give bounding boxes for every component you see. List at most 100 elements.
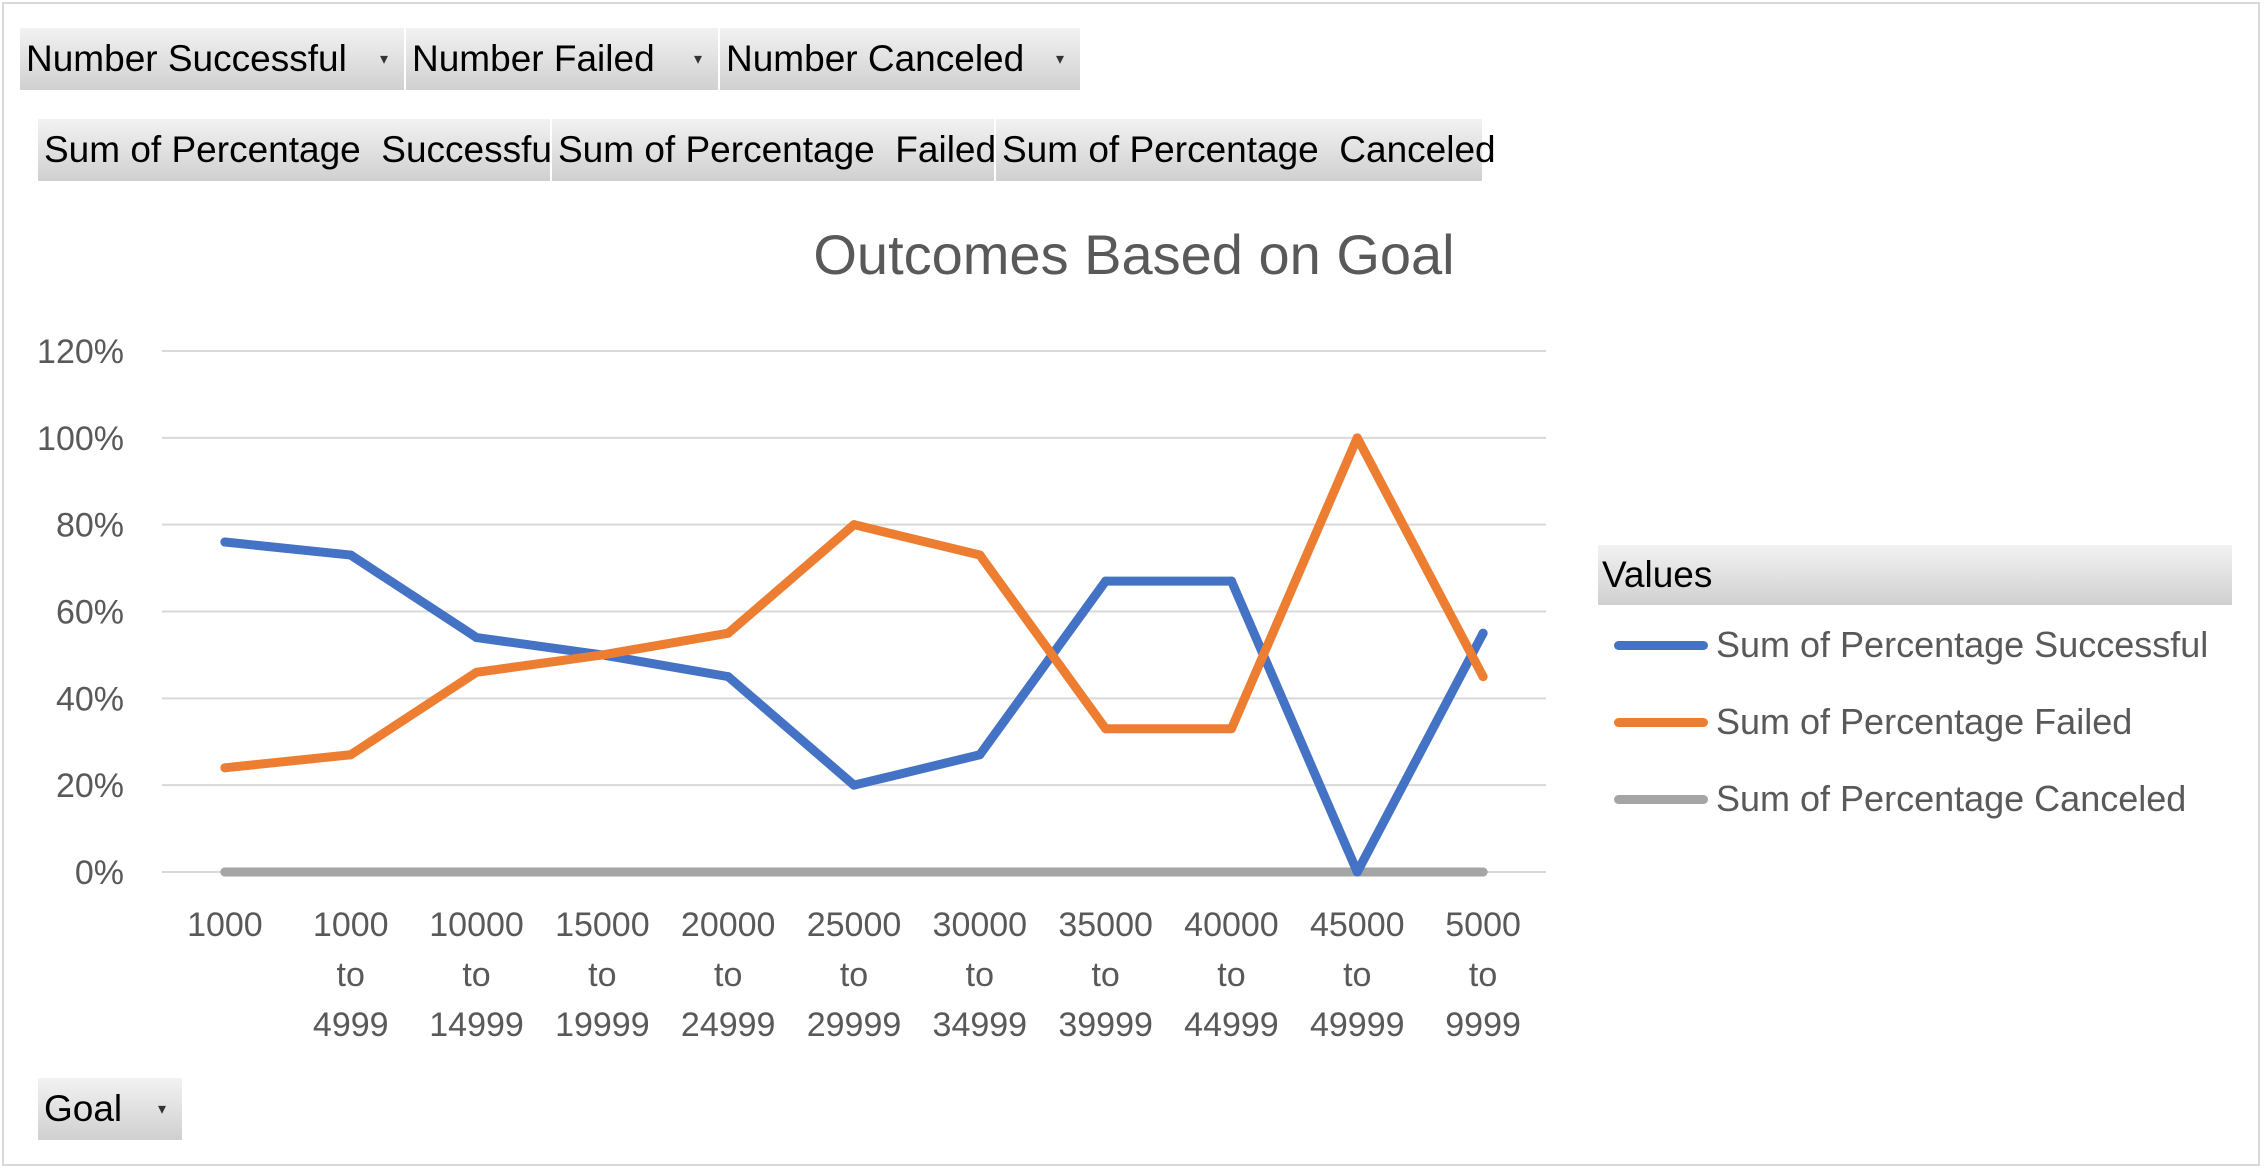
x-tick-label: 40000	[1184, 906, 1279, 944]
x-tick-label: 5000	[1445, 906, 1521, 944]
data-point[interactable]	[1478, 672, 1488, 682]
x-tick-label: 1000	[313, 906, 389, 944]
x-tick-label: 29999	[807, 1006, 902, 1044]
data-point[interactable]	[723, 672, 733, 682]
field-label: Sum of Percentage Successful	[44, 129, 561, 170]
gridlines	[162, 350, 1546, 873]
y-tick-label: 0%	[75, 854, 124, 892]
data-point[interactable]	[849, 780, 859, 790]
field-label: Number Canceled	[726, 38, 1025, 79]
data-point[interactable]	[472, 867, 482, 877]
data-point[interactable]	[1226, 576, 1236, 586]
data-point[interactable]	[1478, 628, 1488, 638]
x-tick-label: 14999	[429, 1006, 524, 1044]
y-tick-labels: 0% 20% 40% 60% 80% 100% 120%	[37, 333, 124, 892]
x-tick-label: 19999	[555, 1006, 650, 1044]
field-label: Goal	[44, 1088, 123, 1129]
x-tick-label: to	[1091, 956, 1119, 994]
data-point[interactable]	[1226, 867, 1236, 877]
x-tick-label: to	[1469, 956, 1497, 994]
y-tick-label: 40%	[56, 680, 124, 718]
filter-field-number-successful[interactable]: Number Successful ▾	[20, 28, 406, 90]
x-tick-label: 20000	[681, 906, 776, 944]
legend-item-failed[interactable]: Sum of Percentage Failed	[1614, 701, 2132, 743]
x-tick-label: 10000	[429, 906, 524, 944]
x-tick-label: to	[1217, 956, 1245, 994]
x-tick-label: 25000	[807, 906, 902, 944]
x-tick-label: to	[1343, 956, 1371, 994]
x-tick-label: 35000	[1058, 906, 1153, 944]
value-field-failed[interactable]: Sum of Percentage Failed	[552, 119, 996, 181]
x-tick-label: 45000	[1310, 906, 1405, 944]
filter-field-number-failed[interactable]: Number Failed ▾	[406, 28, 720, 90]
data-point[interactable]	[975, 867, 985, 877]
filter-field-number-canceled[interactable]: Number Canceled ▾	[720, 28, 1082, 90]
x-tick-label: to	[840, 956, 868, 994]
data-point[interactable]	[723, 867, 733, 877]
data-point[interactable]	[975, 550, 985, 560]
field-label: Number Failed	[412, 38, 655, 79]
data-point[interactable]	[1101, 867, 1111, 877]
dropdown-arrow-icon[interactable]: ▾	[379, 51, 388, 68]
data-point[interactable]	[346, 550, 356, 560]
x-tick-label: to	[714, 956, 742, 994]
x-tick-label: to	[966, 956, 994, 994]
chart-title: Outcomes Based on Goal	[813, 223, 1455, 286]
legend-swatch	[1614, 794, 1708, 804]
legend-header[interactable]: Values	[1598, 545, 2232, 605]
field-label: Sum of Percentage Canceled	[1002, 129, 1496, 170]
data-point[interactable]	[346, 750, 356, 760]
x-tick-label: 4999	[313, 1006, 389, 1044]
data-point[interactable]	[1352, 867, 1362, 877]
data-point[interactable]	[975, 750, 985, 760]
y-tick-label: 20%	[56, 767, 124, 805]
data-point[interactable]	[1101, 576, 1111, 586]
legend-item-label: Sum of Percentage Failed	[1716, 701, 2133, 742]
y-tick-label: 120%	[37, 333, 124, 371]
x-tick-label: to	[462, 956, 490, 994]
x-tick-label: 39999	[1058, 1006, 1153, 1044]
data-point[interactable]	[1352, 433, 1362, 443]
data-point[interactable]	[1101, 724, 1111, 734]
x-tick-label: 9999	[1445, 1006, 1521, 1044]
data-point[interactable]	[220, 537, 230, 547]
data-point[interactable]	[220, 867, 230, 877]
legend-header-label: Values	[1602, 554, 1713, 595]
legend-swatch	[1614, 717, 1708, 727]
data-point[interactable]	[1226, 724, 1236, 734]
x-tick-label: 34999	[933, 1006, 1028, 1044]
value-field-canceled[interactable]: Sum of Percentage Canceled	[996, 119, 1496, 181]
data-point[interactable]	[597, 650, 607, 660]
x-tick-label: 44999	[1184, 1006, 1279, 1044]
data-point[interactable]	[849, 867, 859, 877]
x-tick-label: 15000	[555, 906, 650, 944]
data-point[interactable]	[346, 867, 356, 877]
field-label: Number Successful	[26, 38, 347, 79]
values-field-row: Sum of Percentage Successful Sum of Perc…	[38, 119, 1496, 181]
data-point[interactable]	[1478, 867, 1488, 877]
dropdown-arrow-icon[interactable]: ▾	[1055, 51, 1064, 68]
data-point[interactable]	[472, 633, 482, 643]
axis-field-row: Goal ▾	[38, 1078, 184, 1140]
axis-field-goal[interactable]: Goal ▾	[38, 1078, 184, 1140]
y-tick-label: 100%	[37, 420, 124, 458]
dropdown-arrow-icon[interactable]: ▾	[157, 1101, 166, 1118]
data-point[interactable]	[723, 628, 733, 638]
x-tick-labels: 1000 1000 to 4999 10000 to 14999 15000 to 19999 20…	[187, 906, 1521, 1044]
x-tick-label: 1000	[187, 906, 263, 944]
value-field-successful[interactable]: Sum of Percentage Successful	[38, 119, 560, 181]
series-lines	[220, 433, 1488, 877]
legend-item-canceled[interactable]: Sum of Percentage Canceled	[1614, 778, 2186, 820]
legend-item-successful[interactable]: Sum of Percentage Successful	[1614, 624, 2208, 666]
dropdown-arrow-icon[interactable]: ▾	[693, 51, 702, 68]
legend-item-label: Sum of Percentage Canceled	[1716, 778, 2187, 819]
x-tick-label: to	[337, 956, 365, 994]
x-tick-label: 49999	[1310, 1006, 1405, 1044]
x-tick-label: to	[588, 956, 616, 994]
data-point[interactable]	[472, 667, 482, 677]
data-point[interactable]	[849, 520, 859, 530]
data-point[interactable]	[220, 763, 230, 773]
data-point[interactable]	[597, 867, 607, 877]
